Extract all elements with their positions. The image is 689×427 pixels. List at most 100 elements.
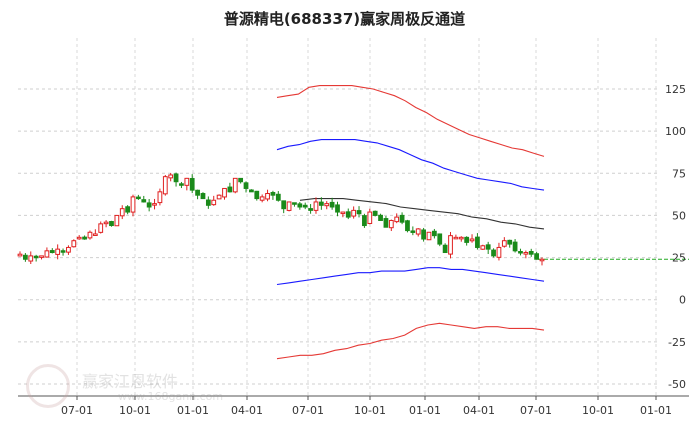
candle-body	[308, 208, 313, 211]
candle-body	[442, 244, 448, 254]
candle-body	[534, 253, 540, 260]
candle-body	[109, 221, 114, 227]
candle-body	[184, 177, 190, 186]
candle-body	[292, 202, 297, 205]
candle-body	[157, 191, 163, 204]
candle-body	[485, 244, 491, 250]
candle-body	[302, 204, 308, 208]
candle-body	[528, 250, 534, 255]
x-tick-label: 04-01	[463, 404, 495, 417]
candle-body	[318, 201, 324, 206]
candle-body	[87, 231, 93, 239]
x-tick-label: 01-01	[640, 404, 672, 417]
candle-body	[507, 239, 513, 245]
candle-body	[92, 233, 98, 236]
candle-body	[130, 196, 136, 213]
x-tick-label: 10-01	[354, 404, 386, 417]
candle-body	[335, 204, 340, 213]
y-tick-label: 50	[672, 209, 686, 222]
candle-body	[146, 202, 152, 208]
candle-body	[227, 186, 233, 193]
candle-body	[173, 173, 179, 183]
candle-body	[475, 236, 480, 248]
candle-body	[39, 255, 44, 258]
candle-body	[60, 250, 66, 253]
x-axis-ticks: 07-01 10-01 01-01 04-01 07-01 10-01 01-01 04-01…	[18, 395, 689, 417]
candle-body	[464, 236, 470, 243]
candle-body	[243, 182, 249, 189]
series-layer	[276, 85, 689, 360]
x-tick-label: 10-01	[582, 404, 614, 417]
candle-body	[324, 203, 330, 207]
candle-body	[378, 214, 383, 221]
candle-body	[340, 211, 346, 215]
candle-body	[66, 246, 71, 253]
candle-body	[523, 252, 529, 255]
candle-body	[367, 211, 373, 224]
lower-band-line	[276, 267, 545, 286]
candle-body	[297, 203, 303, 208]
candle-body	[222, 187, 227, 198]
candle-body	[152, 203, 157, 206]
y-tick-label: -25	[668, 336, 686, 349]
watermark: 赢家江恩软件 www.168gann.com	[20, 362, 224, 412]
candle-body	[189, 178, 195, 191]
candle-body	[512, 241, 518, 252]
candle-body	[415, 228, 421, 235]
candle-body	[98, 223, 104, 233]
y-tick-label: 0	[679, 294, 686, 307]
candle-body	[141, 199, 147, 203]
candle-body	[82, 236, 87, 240]
candle-body	[345, 211, 351, 218]
candle-body	[431, 230, 437, 237]
x-tick-label: 01-01	[409, 404, 441, 417]
candle-body	[491, 249, 496, 257]
candle-body	[216, 194, 222, 200]
candle-body	[44, 250, 50, 258]
candle-body	[136, 196, 141, 200]
candle-body	[125, 206, 131, 213]
candles-layer	[17, 172, 545, 266]
candle-body	[55, 248, 61, 255]
candle-body	[103, 221, 109, 225]
candle-body	[17, 253, 23, 257]
candle-body	[33, 255, 39, 259]
watermark-url: www.168gann.com	[118, 390, 224, 403]
candle-body	[496, 246, 502, 258]
y-tick-label: 75	[672, 167, 686, 180]
y-axis-ticks: 125 100 75 50 25 0 -25 -50	[665, 83, 686, 391]
candle-body	[200, 193, 206, 200]
candle-body	[265, 193, 270, 200]
x-tick-label: 07-01	[61, 404, 93, 417]
candle-body	[71, 240, 77, 248]
candle-body	[501, 240, 507, 247]
candle-body	[168, 174, 174, 179]
candle-body	[270, 192, 276, 196]
candle-body	[405, 220, 410, 232]
y-tick-label: 100	[665, 125, 686, 138]
candle-body	[453, 236, 459, 240]
candle-body	[76, 236, 82, 240]
candle-body	[22, 254, 28, 260]
candle-body	[399, 214, 405, 223]
x-tick-label: 07-01	[520, 404, 552, 417]
candle-body	[313, 201, 319, 211]
candle-body	[469, 238, 475, 242]
candle-body	[28, 255, 34, 262]
candle-body	[211, 199, 217, 206]
candle-body	[458, 236, 464, 240]
candle-body	[421, 229, 426, 240]
candle-body	[114, 214, 120, 227]
candle-body	[281, 200, 287, 210]
candle-body	[356, 210, 362, 215]
candle-body	[372, 210, 378, 216]
candle-body	[480, 245, 486, 250]
candle-body	[249, 189, 254, 193]
candle-body	[329, 201, 335, 208]
watermark-logo-icon	[26, 364, 70, 408]
lowest-band-line	[276, 322, 545, 360]
candle-body	[162, 176, 168, 195]
candle-body	[351, 209, 357, 217]
candle-body	[49, 250, 55, 254]
mid-band-line	[276, 139, 545, 191]
